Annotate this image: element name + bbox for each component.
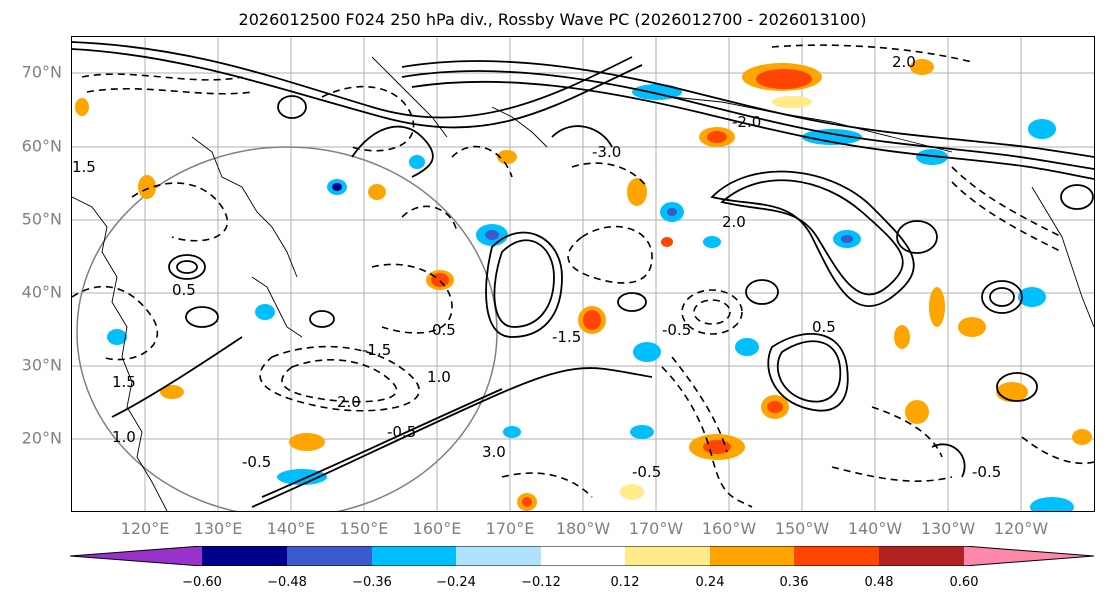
colorbar-tick-label: 0.48 <box>864 575 894 590</box>
contour-label: 1.0 <box>112 428 136 446</box>
contour-label: 0.5 <box>812 318 836 336</box>
colorbar-extend-right <box>964 546 1094 566</box>
colorbar-tick-label: −0.60 <box>182 575 222 590</box>
lon-label-160w: 160°W <box>701 519 757 538</box>
contour-label: -0.5 <box>242 453 271 471</box>
contour-label: 1.0 <box>427 368 451 386</box>
colorbar-tick-label: 0.36 <box>779 575 809 590</box>
lon-label-130e: 130°E <box>193 519 243 538</box>
lat-label-40n: 40°N <box>21 282 62 302</box>
contour-label: -0.5 <box>632 463 661 481</box>
lat-label-50n: 50°N <box>21 209 62 229</box>
divergence-shading <box>75 59 1092 511</box>
colorbar-segment <box>287 546 372 566</box>
lon-label-150w: 150°W <box>774 519 830 538</box>
colorbar-segment <box>625 546 710 566</box>
contour-label: 2.0 <box>337 393 361 411</box>
lon-label-150e: 150°E <box>339 519 389 538</box>
contour-label: 0.5 <box>432 321 456 339</box>
contour-label: -0.5 <box>662 321 691 339</box>
figure-title: 2026012500 F024 250 hPa div., Rossby Wav… <box>238 10 867 29</box>
lon-label-170e: 170°E <box>485 519 535 538</box>
colorbar-tick-label: 0.60 <box>949 575 979 590</box>
lon-label-180w: 180°W <box>555 519 611 538</box>
contour-label: -0.5 <box>387 423 416 441</box>
colorbar-tick-label: −0.48 <box>267 575 307 590</box>
contour-labels: -0.5 0.5 1.0 1.5 -1.5 2.0 -0.5 -2.0 -0.5… <box>72 53 1001 481</box>
colorbar <box>70 546 1095 566</box>
contour-label: 1.5 <box>72 158 96 176</box>
solid-contours <box>72 41 1094 508</box>
lon-label-140w: 140°W <box>847 519 903 538</box>
lat-label-20n: 20°N <box>21 428 62 448</box>
colorbar-segment <box>710 546 794 566</box>
contour-label: 2.0 <box>892 53 916 71</box>
contour-label: 1.5 <box>112 373 136 391</box>
lon-label-130w: 130°W <box>920 519 976 538</box>
colorbar-tick-label: 0.24 <box>695 575 725 590</box>
contour-label: -0.5 <box>972 463 1001 481</box>
lat-label-70n: 70°N <box>21 62 62 82</box>
colorbar-outline <box>70 546 1095 566</box>
lon-label-160e: 160°E <box>412 519 462 538</box>
contour-label: 2.0 <box>722 213 746 231</box>
contour-label: -3.0 <box>592 143 621 161</box>
colorbar-segment <box>456 546 541 566</box>
map-svg: -0.5 0.5 1.0 1.5 -1.5 2.0 -0.5 -2.0 -0.5… <box>72 37 1094 511</box>
lat-label-30n: 30°N <box>21 355 62 375</box>
map-panel: -0.5 0.5 1.0 1.5 -1.5 2.0 -0.5 -2.0 -0.5… <box>71 36 1095 512</box>
lon-label-170w: 170°W <box>628 519 684 538</box>
contour-label: 0.5 <box>172 281 196 299</box>
colorbar-tick-label: −0.36 <box>352 575 392 590</box>
colorbar-segment <box>541 546 625 566</box>
contour-label: 3.0 <box>482 443 506 461</box>
colorbar-segment <box>879 546 964 566</box>
lat-label-60n: 60°N <box>21 136 62 156</box>
colorbar-tick-label: −0.24 <box>436 575 476 590</box>
lon-label-120w: 120°W <box>993 519 1049 538</box>
colorbar-tick-label: −0.12 <box>521 575 561 590</box>
contour-label: -1.5 <box>362 341 391 359</box>
colorbar-segment <box>372 546 456 566</box>
coastlines <box>72 56 1094 511</box>
colorbar-segment <box>202 546 287 566</box>
lon-label-120e: 120°E <box>120 519 170 538</box>
contour-label: -1.5 <box>552 328 581 346</box>
contour-label: -2.0 <box>732 113 761 131</box>
colorbar-extend-left <box>70 546 202 566</box>
colorbar-segment <box>794 546 879 566</box>
colorbar-tick-label: 0.12 <box>610 575 640 590</box>
dashed-contours <box>72 44 1094 508</box>
lon-label-140e: 140°E <box>266 519 316 538</box>
